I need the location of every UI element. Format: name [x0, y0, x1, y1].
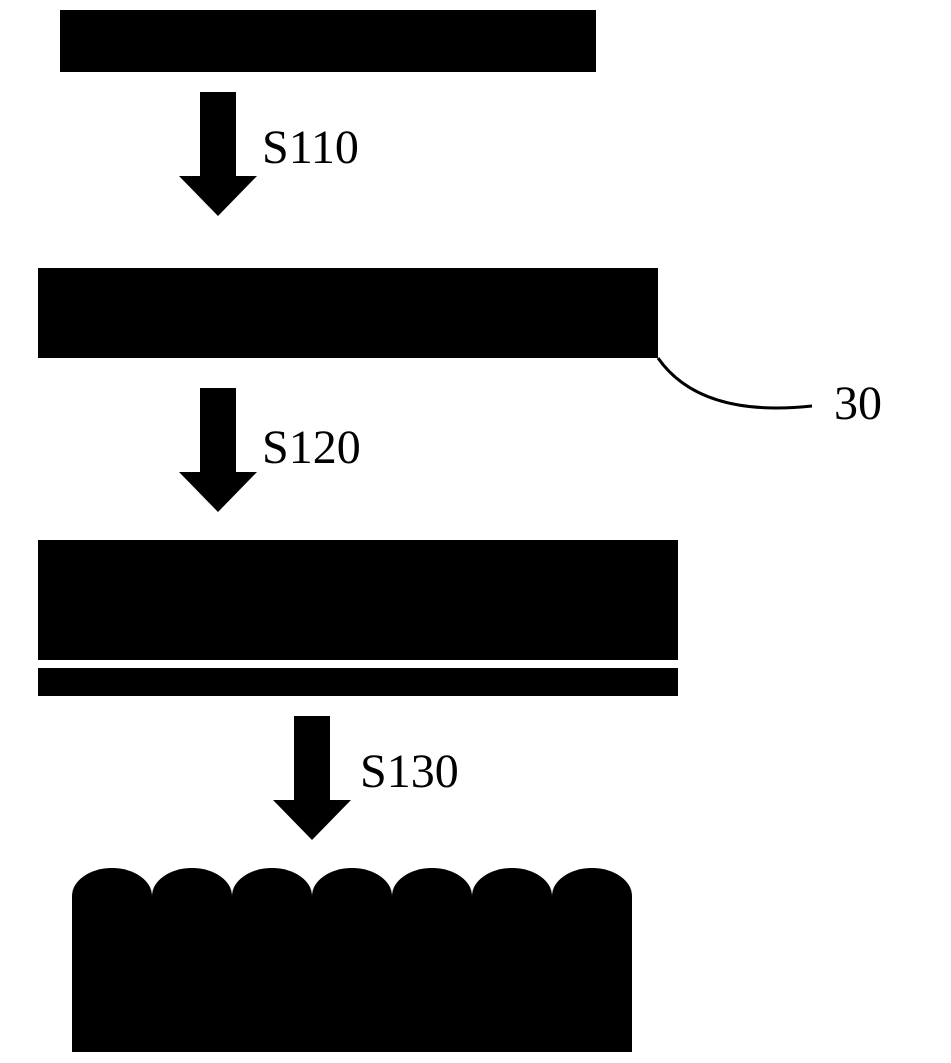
arrow-head: [179, 472, 257, 512]
arrow-head: [273, 800, 351, 840]
stage3-top-bar: [38, 540, 678, 660]
reference-30: 30: [834, 376, 882, 431]
label-s130: S130: [360, 744, 459, 799]
arrow-head: [179, 176, 257, 216]
arrow-shaft: [200, 388, 236, 472]
stage4-body: [72, 912, 632, 1052]
label-s120: S120: [262, 420, 361, 475]
diagram-canvas: S110 30 S120 S130: [0, 0, 951, 1063]
stage1-bar: [60, 10, 596, 72]
arrow-shaft: [200, 92, 236, 176]
arrow-shaft: [294, 716, 330, 800]
stage3-bottom-bar: [38, 668, 678, 696]
stage2-bar: [38, 268, 658, 358]
label-s110: S110: [262, 120, 359, 175]
